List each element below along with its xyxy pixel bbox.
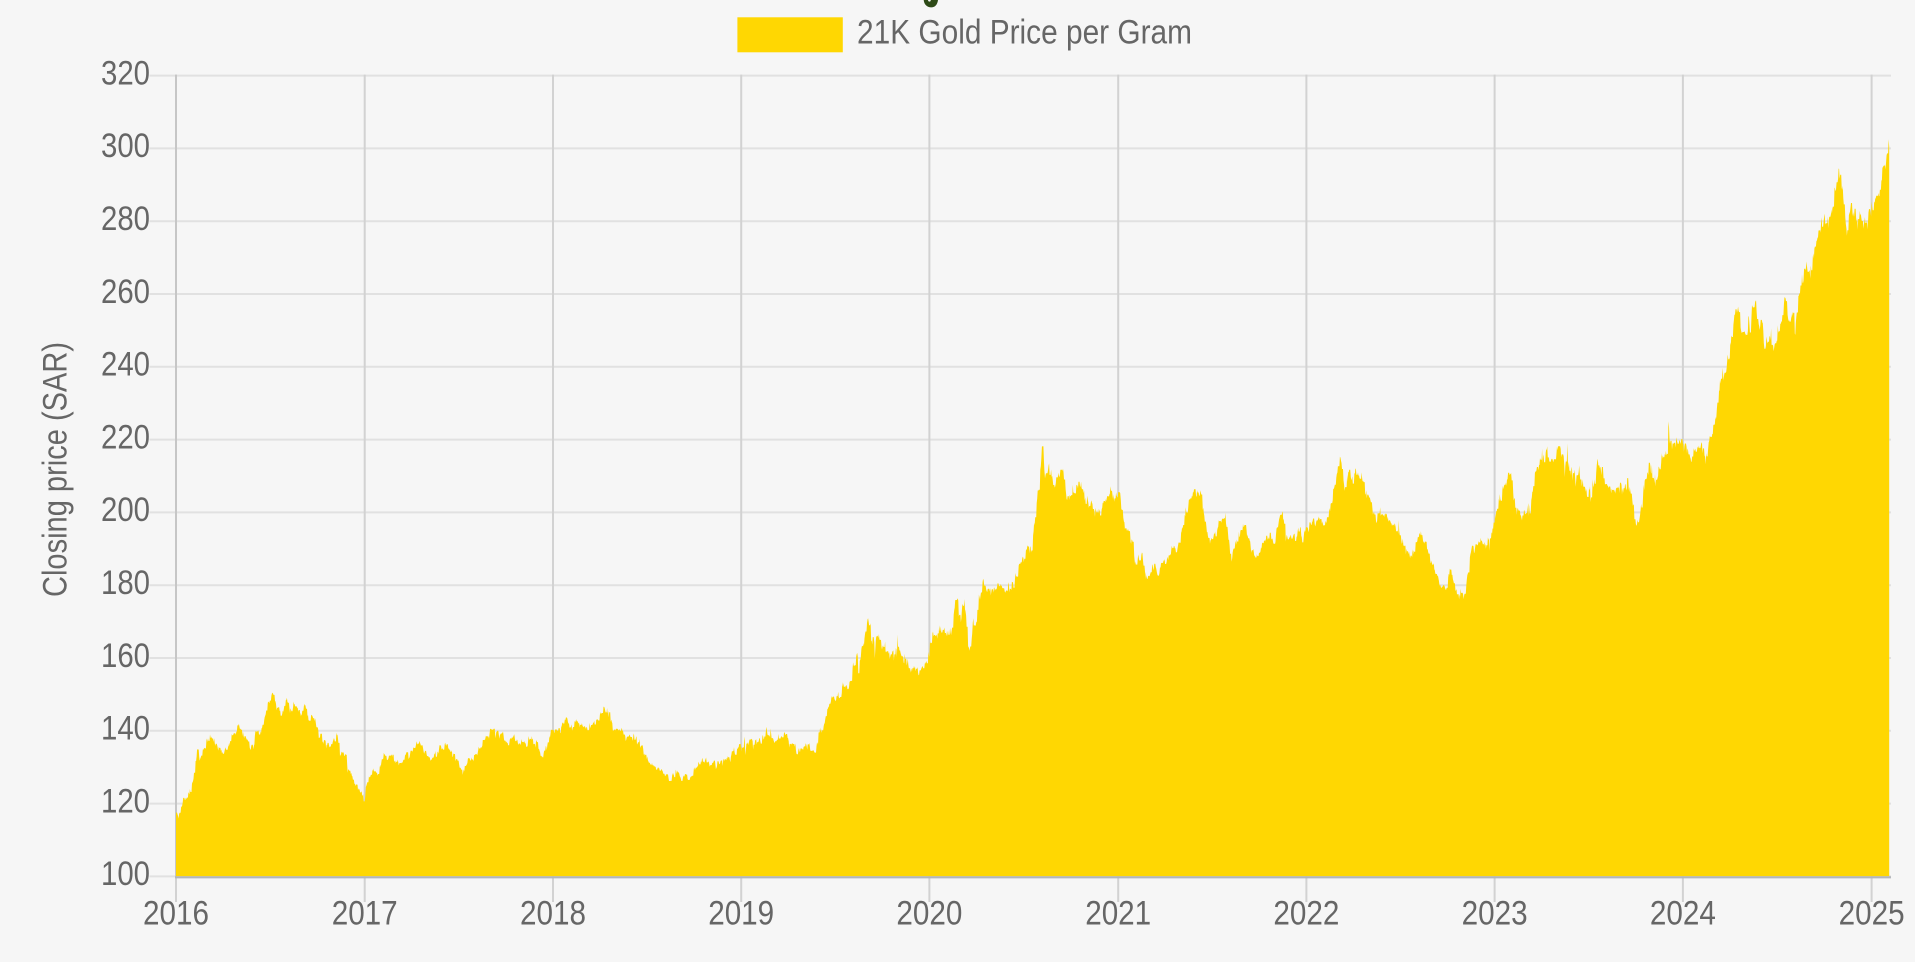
- svg-text:2021: 2021: [1085, 895, 1151, 933]
- svg-text:300: 300: [101, 127, 150, 165]
- svg-text:2023: 2023: [1462, 895, 1528, 933]
- svg-text:Closing price (SAR): Closing price (SAR): [37, 342, 75, 597]
- svg-text:21K Gold Price per Gram: 21K Gold Price per Gram: [857, 13, 1192, 51]
- svg-text:240: 240: [101, 346, 150, 384]
- svg-text:260: 260: [101, 273, 150, 311]
- svg-text:2025: 2025: [1839, 895, 1905, 933]
- svg-text:120: 120: [101, 782, 150, 820]
- svg-text:2018: 2018: [520, 895, 586, 933]
- svg-text:100: 100: [101, 855, 150, 893]
- svg-text:180: 180: [101, 564, 150, 602]
- svg-text:2019: 2019: [708, 895, 774, 933]
- svg-text:2022: 2022: [1273, 895, 1339, 933]
- svg-text:220: 220: [101, 418, 150, 456]
- svg-text:200: 200: [101, 491, 150, 529]
- svg-text:2016: 2016: [143, 895, 209, 933]
- svg-text:320: 320: [101, 54, 150, 92]
- svg-text:2017: 2017: [332, 895, 398, 933]
- svg-text:140: 140: [101, 710, 150, 748]
- svg-text:2020: 2020: [896, 895, 962, 933]
- svg-text:160: 160: [101, 637, 150, 675]
- svg-text:280: 280: [101, 200, 150, 238]
- svg-text:2024: 2024: [1650, 895, 1716, 933]
